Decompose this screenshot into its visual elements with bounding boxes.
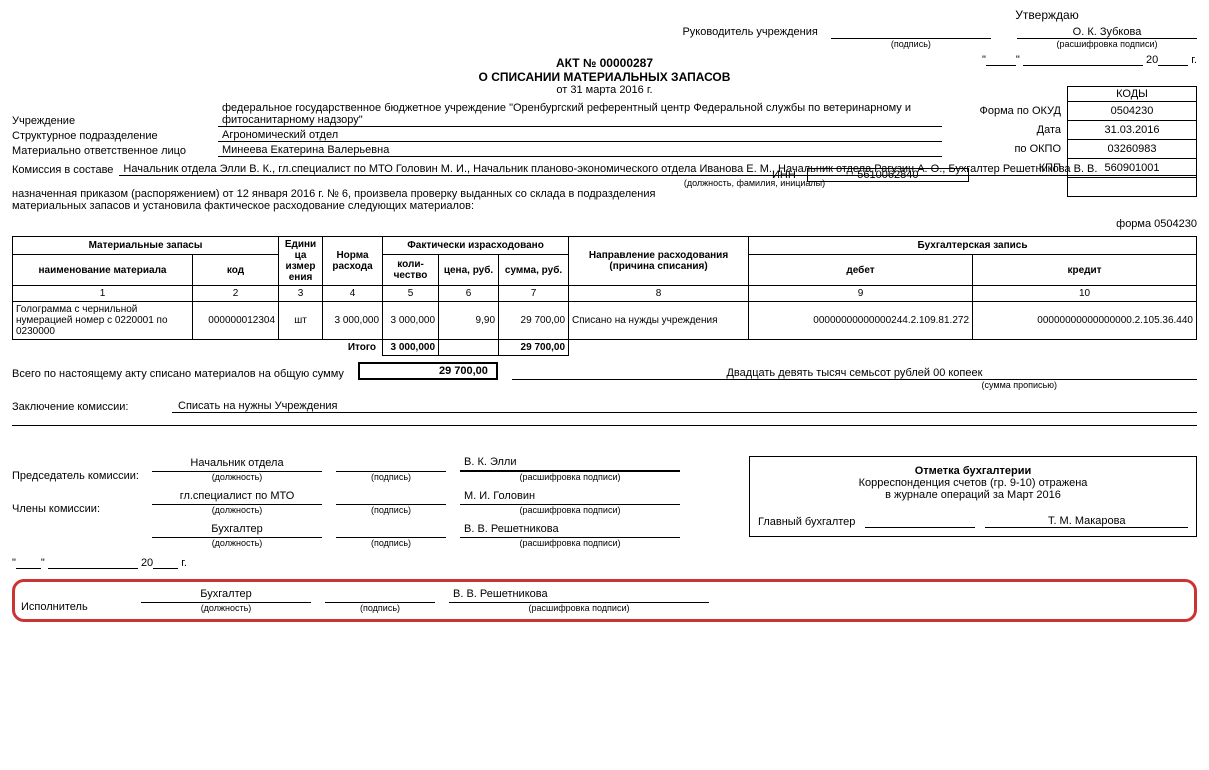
chair-pos: Начальник отдела [152,457,322,472]
member2-pos: Бухгалтер [152,523,322,538]
kpp-value: 560901001 [1068,159,1197,178]
total-sum: 29 700,00 [499,340,569,356]
commission-line2: материальных запасов и установила фактич… [12,200,1197,212]
summary-text: Всего по настоящему акту списано материа… [12,368,344,380]
th-qty: коли- чество [383,255,439,286]
materials-table: Материальные запасы Едини ца измер ения … [12,236,1197,356]
th-acct: Бухгалтерская запись [749,237,1197,255]
leader-label: Руководитель учреждения [682,26,817,38]
inn-label: ИНН [772,169,796,181]
th-fact: Фактически израсходовано [383,237,569,255]
th-debit: дебет [749,255,973,286]
executant-box: Исполнитель Бухгалтер(должность) (подпис… [12,579,1197,622]
member1-sign [336,490,446,505]
total-qty: 3 000,000 [383,340,439,356]
act-subject: О СПИСАНИИ МАТЕРИАЛЬНЫХ ЗАПАСОВ [12,70,1197,84]
dept-value: Агрономический отдел [218,129,942,142]
summary-words-caption: (сумма прописью) [12,380,1197,390]
cell-sum: 29 700,00 [499,302,569,340]
summary-words: Двадцать девять тысяч семьсот рублей 00 … [726,367,982,379]
conclusion-row: Заключение комиссии: Списать на нужны Уч… [12,400,1197,413]
summary-amount: 29 700,00 [358,362,498,380]
cell-reason: Списано на нужды учреждения [569,302,749,340]
codes-empty [1068,178,1197,197]
acct-line2: в журнале операций за Март 2016 [758,489,1188,501]
approve-label: Утверждаю [897,8,1197,22]
executant-label: Исполнитель [21,601,141,613]
accounting-note-box: Отметка бухгалтерии Корреспонденция счет… [749,456,1197,537]
cell-code: 000000012304 [193,302,279,340]
executant-pos: Бухгалтер [141,588,311,603]
okpo-label: по ОКПО [976,140,1068,159]
inst-value: федеральное государственное бюджетное уч… [218,102,942,127]
th-materials: Материальные запасы [13,237,279,255]
sign-date: "" 20 г. [12,556,1197,569]
member1-pos: гл.специалист по МТО [152,490,322,505]
inn-value: 5610062840 [807,168,969,182]
members-label: Члены комиссии: [12,503,152,515]
codes-box: КОДЫ Форма по ОКУД0504230 Дата31.03.2016… [976,86,1198,197]
dept-label: Структурное подразделение [12,130,218,142]
th-credit: кредит [973,255,1197,286]
okud-value: 0504230 [1068,102,1197,121]
total-label: Итого [13,340,383,356]
date-label: Дата [976,121,1068,140]
executant-sign [325,588,435,603]
total-row: Итого 3 000,000 29 700,00 [13,340,1197,356]
cell-credit: 00000000000000000.2.105.36.440 [973,302,1197,340]
th-code: код [193,255,279,286]
th-norm: Норма расхода [323,237,383,286]
col-number-row: 123 456 789 10 [13,286,1197,302]
cell-name: Голограмма с чернильной нумерацией номер… [13,302,193,340]
th-unit: Едини ца измер ения [279,237,323,286]
member2-sign [336,523,446,538]
chief-sign [865,527,975,528]
th-sum: сумма, руб. [499,255,569,286]
chairman-label: Председатель комиссии: [12,470,152,482]
header: Утверждаю Руководитель учреждения (подпи… [12,8,1197,212]
okpo-value: 03260983 [1068,140,1197,159]
summary-block: Всего по настоящему акту списано материа… [12,362,1197,380]
cell-norm: 3 000,000 [323,302,383,340]
conclusion-label: Заключение комиссии: [12,401,172,413]
date-value: 31.03.2016 [1068,121,1197,140]
okud-label: Форма по ОКУД [976,102,1068,121]
kpp-label: КПП [976,159,1068,178]
cell-price: 9,90 [439,302,499,340]
cell-debit: 00000000000000244.2.109.81.272 [749,302,973,340]
commission-label: Комиссия в составе [12,164,119,176]
chief-label: Главный бухгалтер [758,516,855,528]
form-number: форма 0504230 [12,218,1197,230]
chair-name: В. К. Элли [460,456,680,472]
member1-name: М. И. Головин [460,490,680,505]
mol-value: Минеева Екатерина Валерьевна [218,144,942,157]
conclusion-blank [12,415,1197,426]
inn-block: ИНН 5610062840 [772,168,969,182]
cell-unit: шт [279,302,323,340]
conclusion-text: Списать на нужны Учреждения [172,400,1197,413]
acct-line1: Корреспонденция счетов (гр. 9-10) отраже… [758,477,1188,489]
leader-name-slot: О. К. Зубкова (расшифровка подписи) [1017,26,1197,49]
table-row: Голограмма с чернильной нумерацией номер… [13,302,1197,340]
codes-header: КОДЫ [1068,87,1197,102]
member2-name: В. В. Решетникова [460,523,680,538]
inst-label: Учреждение [12,115,218,127]
chief-name: Т. М. Макарова [985,515,1188,528]
th-material-name: наименование материала [13,255,193,286]
executant-name: В. В. Решетникова [449,588,709,603]
mol-label: Материально ответственное лицо [12,145,218,157]
cell-qty: 3 000,000 [383,302,439,340]
acct-header: Отметка бухгалтерии [758,465,1188,477]
signature-section: Председатель комиссии: Начальник отдела(… [12,456,1197,569]
th-price: цена, руб. [439,255,499,286]
leader-signature-slot: (подпись) [831,26,991,49]
th-reason: Направление расходования (причина списан… [569,237,749,286]
chair-sign [336,457,446,472]
